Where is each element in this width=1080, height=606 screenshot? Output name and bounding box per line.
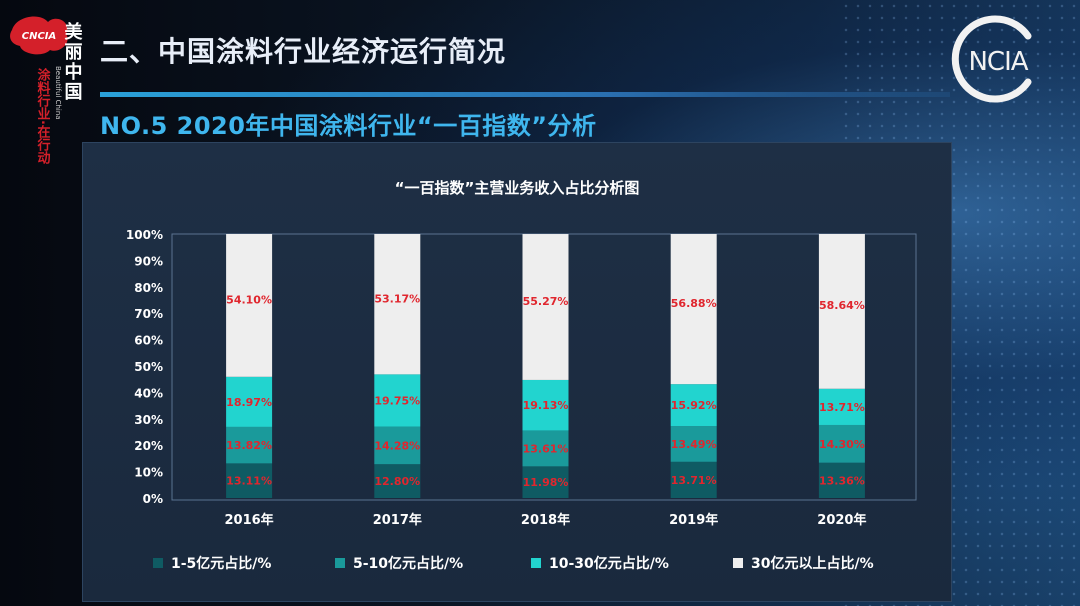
logo-badge-text: CNCIA [22, 31, 57, 42]
bar-segment [522, 466, 569, 498]
legend-swatch [335, 558, 345, 568]
bar-segment [374, 426, 421, 465]
y-tick-label: 20% [134, 439, 163, 453]
x-tick-label: 2018年 [521, 512, 570, 528]
logo-slogan-sub: 涂料行业·在行动 [35, 67, 52, 165]
logo-slogan-en: Beautiful China [54, 66, 62, 120]
chart-panel: “一百指数”主营业务收入占比分析图 0% 10% 20% 30% 40% 50% 60% 70… [82, 142, 952, 602]
legend: 1-5亿元占比/% 5-10亿元占比/% 10-30亿元占比/% 30亿元以上占比/% [153, 555, 874, 572]
y-axis: 0% 10% 20% 30% 40% 50% 60% 70% 80% 90% 100% [126, 228, 163, 506]
bars: 13.11% 13.82% 18.97% 54.10% 12.80% 14.28% 19.7… [226, 234, 865, 498]
legend-label: 5-10亿元占比/% [353, 555, 463, 572]
data-label: 13.11% [226, 475, 272, 488]
bar-segment [374, 374, 421, 427]
legend-label: 10-30亿元占比/% [549, 555, 669, 572]
legend-label: 30亿元以上占比/% [751, 555, 874, 572]
bar-segment [670, 234, 717, 385]
data-label: 19.13% [523, 399, 569, 412]
legend-swatch [153, 558, 163, 568]
plot-frame [171, 233, 917, 501]
bar-segment [226, 463, 273, 498]
bar-segment [226, 376, 273, 427]
y-tick-label: 90% [134, 254, 163, 268]
data-label: 19.75% [374, 394, 420, 407]
bar-segment [818, 234, 865, 389]
y-tick-label: 0% [143, 492, 163, 506]
legend-label: 1-5亿元占比/% [171, 555, 271, 572]
legend-swatch [531, 558, 541, 568]
data-label: 13.82% [226, 439, 272, 452]
data-label: 18.97% [226, 396, 272, 409]
data-label: 56.88% [671, 297, 717, 310]
legend-swatch [733, 558, 743, 568]
y-tick-label: 40% [134, 386, 163, 400]
bar-segment [670, 384, 717, 427]
bar-segment [818, 462, 865, 498]
data-label: 11.98% [523, 476, 569, 489]
x-tick-label: 2019年 [669, 512, 718, 528]
y-tick-label: 30% [134, 413, 163, 427]
cncia-slogan-logo: CNCIA 美丽中国 涂料行业·在行动 Beautiful China [10, 16, 83, 165]
y-tick-label: 10% [134, 466, 163, 480]
y-tick-label: 70% [134, 307, 163, 321]
data-label: 14.30% [819, 438, 865, 451]
ncia-logo: NCIA [951, 15, 1032, 103]
logo-slogan-main: 美丽中国 [62, 21, 83, 102]
data-label: 13.36% [819, 474, 865, 487]
bar-segment [522, 379, 569, 431]
bar-segment [226, 426, 273, 464]
data-label: 15.92% [671, 399, 717, 412]
data-label: 13.71% [671, 474, 717, 487]
bar-segment [818, 388, 865, 425]
title-divider [100, 92, 950, 97]
data-label: 13.61% [523, 442, 569, 455]
bar-segment [374, 464, 421, 498]
data-label: 58.64% [819, 299, 865, 312]
slide-subtitle: NO.5 2020年中国涂料行业“一百指数”分析 [100, 112, 597, 140]
x-tick-label: 2016年 [225, 512, 274, 528]
bar-segment [374, 234, 421, 375]
data-label: 55.27% [523, 295, 569, 308]
bar-segment [670, 461, 717, 498]
x-tick-label: 2020年 [817, 512, 866, 528]
ncia-logo-text: NCIA [968, 47, 1028, 77]
bar-segment [818, 424, 865, 463]
data-label: 12.80% [374, 475, 420, 488]
x-tick-label: 2017年 [373, 512, 422, 528]
y-tick-label: 50% [134, 360, 163, 374]
data-label: 13.71% [819, 401, 865, 414]
bar-segment [522, 234, 569, 380]
data-label: 14.28% [374, 439, 420, 452]
data-label: 13.49% [671, 438, 717, 451]
y-tick-label: 100% [126, 228, 163, 242]
slide-title: 二、中国涂料行业经济运行简况 [100, 35, 507, 68]
bar-segment [670, 426, 717, 462]
bar-segment [226, 234, 273, 377]
bar-segment [522, 430, 569, 467]
x-axis: 2016年 2017年 2018年 2019年 2020年 [225, 512, 867, 528]
y-tick-label: 60% [134, 334, 163, 348]
stacked-bar-chart: “一百指数”主营业务收入占比分析图 0% 10% 20% 30% 40% 50% 60% 70… [126, 179, 917, 572]
data-label: 53.17% [374, 293, 420, 306]
chart-title: “一百指数”主营业务收入占比分析图 [395, 179, 640, 197]
y-tick-label: 80% [134, 281, 163, 295]
data-label: 54.10% [226, 294, 272, 307]
